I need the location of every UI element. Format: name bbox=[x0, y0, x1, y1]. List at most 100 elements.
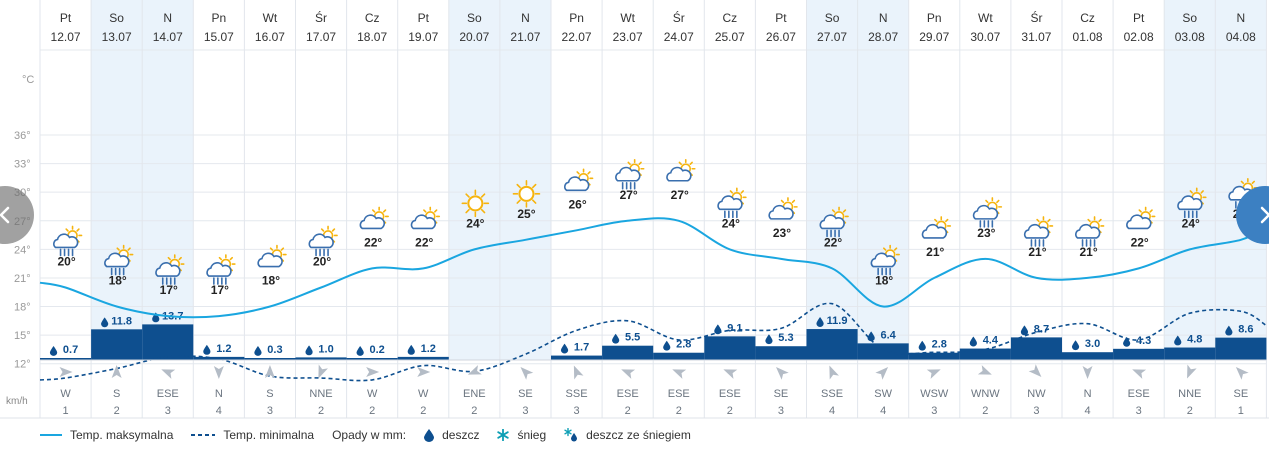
raindrop-icon bbox=[969, 336, 977, 347]
day-date: 30.07 bbox=[970, 30, 1000, 44]
precip-label: 4.8 bbox=[1174, 334, 1202, 346]
precip-value: 8.7 bbox=[1034, 323, 1049, 335]
day-name: Wt bbox=[263, 11, 278, 25]
day-date: 24.07 bbox=[664, 30, 694, 44]
day-name: Śr bbox=[673, 10, 685, 25]
tmax-value: 25° bbox=[517, 207, 535, 221]
day-name: Śr bbox=[1030, 10, 1042, 25]
tmax-value: 18° bbox=[109, 274, 127, 288]
precip-bar bbox=[91, 329, 143, 360]
wind-arrow-icon bbox=[1187, 364, 1197, 379]
precip-label: 1.2 bbox=[203, 343, 231, 355]
wind-arrow-icon bbox=[926, 369, 941, 379]
wind-arrow-icon bbox=[111, 365, 122, 378]
precip-label: 5.5 bbox=[612, 332, 640, 344]
day-name: Śr bbox=[315, 10, 327, 25]
wind-speed: 3 bbox=[522, 405, 528, 417]
wind-arrow-icon bbox=[417, 367, 431, 377]
precip-bar bbox=[602, 345, 654, 360]
day-name: N bbox=[521, 11, 530, 25]
day-date: 16.07 bbox=[255, 30, 285, 44]
legend-tmax-label: Temp. maksymalna bbox=[70, 428, 174, 442]
legend-precip-title: Opady w mm: bbox=[332, 428, 406, 442]
wind-arrow-icon bbox=[1028, 364, 1042, 377]
tmax-value: 23° bbox=[977, 226, 995, 240]
wind-speed: 3 bbox=[1033, 405, 1039, 417]
precip-value: 5.3 bbox=[778, 332, 793, 344]
precip-bar bbox=[244, 358, 296, 360]
day-name: Pn bbox=[212, 11, 227, 25]
wind-direction: W bbox=[60, 388, 71, 400]
raindrop-icon bbox=[203, 344, 211, 355]
precip-label: 3.0 bbox=[1071, 338, 1100, 350]
day-name: So bbox=[467, 11, 482, 25]
legend-snow-label: śnieg bbox=[517, 428, 547, 442]
tmax-value: 23° bbox=[773, 226, 791, 240]
wind-direction: SE bbox=[774, 388, 789, 400]
raindrop-icon bbox=[560, 343, 569, 354]
wind-arrow-icon bbox=[1235, 367, 1249, 380]
tmax-value: 18° bbox=[875, 274, 893, 288]
raindrop-icon bbox=[1020, 325, 1029, 336]
tmax-value: 22° bbox=[364, 235, 382, 249]
legend-tmin-label: Temp. minimalna bbox=[223, 428, 315, 442]
wind-direction: NNE bbox=[309, 388, 332, 400]
rain-snow-icon bbox=[564, 428, 578, 442]
partly-cloudy-icon bbox=[921, 216, 952, 239]
precip-bar bbox=[295, 357, 347, 360]
wind-direction: W bbox=[418, 388, 429, 400]
wind-speed: 2 bbox=[318, 405, 324, 417]
raindrop-icon bbox=[152, 312, 160, 323]
day-name: Wt bbox=[978, 11, 993, 25]
wind-arrow-icon bbox=[520, 367, 534, 380]
y-tick-label: 24° bbox=[14, 244, 31, 256]
precip-bar bbox=[193, 356, 245, 360]
partly-cloudy-icon bbox=[666, 158, 696, 182]
raindrop-icon bbox=[101, 317, 109, 328]
precip-bar bbox=[397, 356, 449, 360]
y-tick-label: 21° bbox=[14, 273, 31, 285]
precip-value: 1.7 bbox=[574, 342, 589, 354]
precip-value: 2.8 bbox=[932, 339, 947, 351]
day-date: 27.07 bbox=[817, 30, 847, 44]
partly-cloudy-rain-icon bbox=[972, 197, 1003, 228]
wind-direction: ESE bbox=[668, 388, 690, 400]
day-date: 13.07 bbox=[102, 30, 132, 44]
wind-arrow-icon bbox=[672, 369, 687, 379]
day-date: 31.07 bbox=[1021, 30, 1051, 44]
day-date: 03.08 bbox=[1175, 30, 1205, 44]
precip-bar bbox=[1062, 352, 1114, 360]
precip-label: 6.4 bbox=[867, 329, 897, 341]
precip-label: 4.4 bbox=[969, 335, 999, 347]
raindrop-icon bbox=[424, 428, 435, 442]
day-date: 20.07 bbox=[459, 30, 489, 44]
partly-cloudy-rain-icon bbox=[206, 254, 236, 285]
day-name: N bbox=[1237, 11, 1246, 25]
wind-speed: 3 bbox=[778, 405, 784, 417]
wind-direction: ENE bbox=[463, 388, 486, 400]
wind-direction: SSE bbox=[566, 388, 588, 400]
wind-direction: SSE bbox=[821, 388, 843, 400]
precip-value: 1.2 bbox=[421, 343, 436, 355]
y-tick-label: 12° bbox=[14, 359, 31, 371]
precip-value: 3.0 bbox=[1085, 338, 1100, 350]
day-date: 23.07 bbox=[613, 30, 643, 44]
wind-direction: N bbox=[215, 388, 223, 400]
partly-cloudy-icon bbox=[359, 206, 389, 230]
wind-arrow-icon bbox=[621, 369, 636, 379]
partly-cloudy-icon bbox=[564, 168, 594, 192]
raindrop-icon bbox=[816, 317, 824, 327]
wind-arrow-icon bbox=[776, 367, 789, 380]
tmax-value: 22° bbox=[415, 235, 433, 249]
wind-direction: NNE bbox=[1178, 388, 1201, 400]
day-name: Cz bbox=[365, 11, 380, 25]
wind-direction: W bbox=[367, 388, 378, 400]
y-tick-label: 15° bbox=[14, 330, 31, 342]
partly-cloudy-rain-icon bbox=[308, 225, 338, 257]
partly-cloudy-rain-icon bbox=[1177, 187, 1207, 219]
solid-line-icon bbox=[40, 434, 62, 436]
weekend-shade bbox=[857, 0, 909, 360]
legend-snow: śnieg bbox=[497, 428, 546, 442]
day-name: Pn bbox=[927, 11, 942, 25]
raindrop-icon bbox=[663, 340, 671, 351]
